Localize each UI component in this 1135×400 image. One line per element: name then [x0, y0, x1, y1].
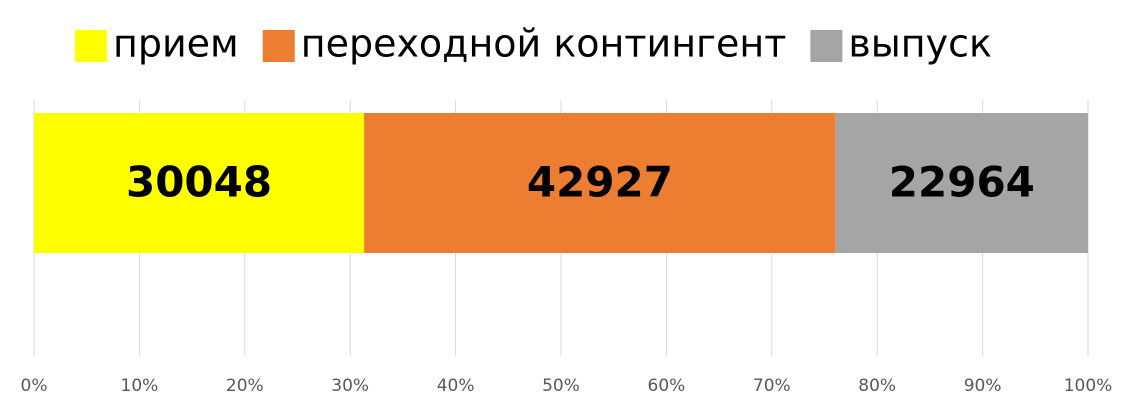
- x-tick-label: 0%: [21, 376, 48, 396]
- legend-swatch: [75, 30, 107, 62]
- legend-label: выпуск: [848, 22, 992, 66]
- data-label: 22964: [889, 158, 1035, 207]
- x-tick-label: 10%: [121, 376, 159, 396]
- x-tick-label: 100%: [1064, 376, 1113, 396]
- legend-label: переходной контингент: [301, 22, 787, 66]
- x-tick-label: 80%: [858, 376, 896, 396]
- data-label: 30048: [126, 158, 272, 207]
- legend-label: прием: [113, 22, 239, 66]
- bar-segment: [34, 113, 365, 253]
- x-tick-label: 90%: [964, 376, 1002, 396]
- x-tick-label: 70%: [753, 376, 791, 396]
- x-tick-label: 60%: [648, 376, 686, 396]
- bar-segment: [364, 113, 836, 253]
- x-tick-label: 20%: [226, 376, 264, 396]
- x-tick-label: 50%: [542, 376, 580, 396]
- x-tick-label: 40%: [437, 376, 475, 396]
- bar-segment: [835, 113, 1088, 253]
- legend-swatch: [810, 30, 843, 62]
- x-tick-label: 30%: [331, 376, 369, 396]
- data-label: 42927: [527, 158, 673, 207]
- legend-swatch: [262, 30, 295, 62]
